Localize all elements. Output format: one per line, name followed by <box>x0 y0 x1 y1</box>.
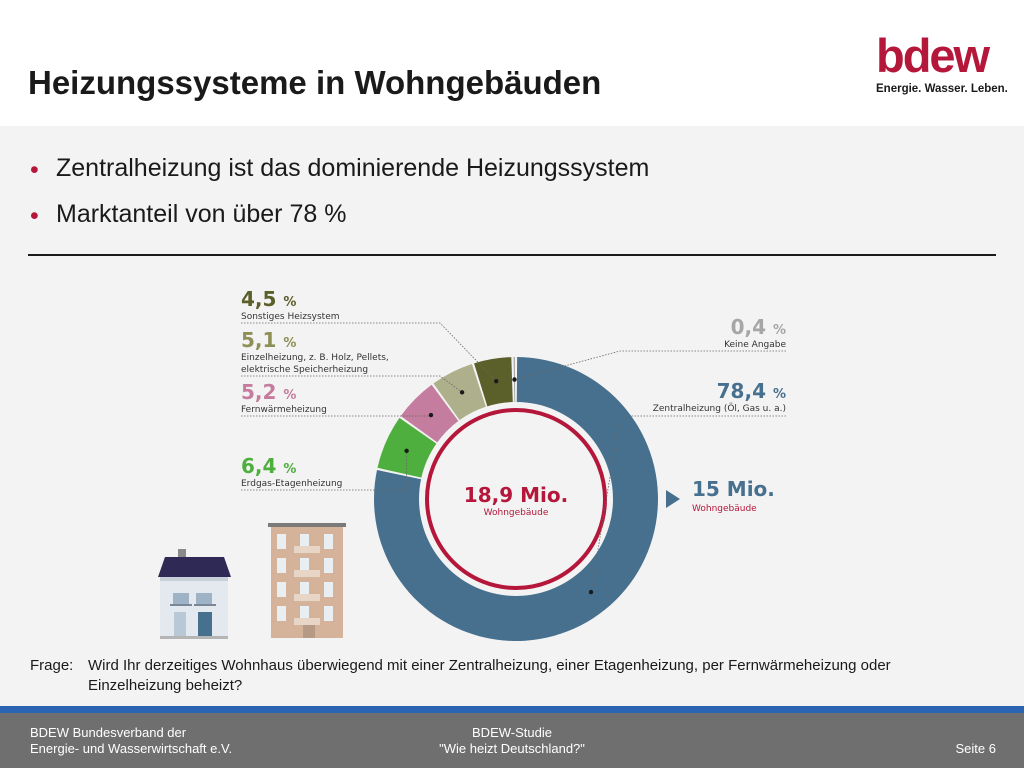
callout-value: 15 Mio. <box>692 477 775 501</box>
center-ring <box>425 408 607 590</box>
bullet-item: • Zentralheizung ist das dominierende He… <box>30 153 649 199</box>
slice-value: 6,4 <box>241 454 276 478</box>
divider <box>28 254 996 256</box>
leader-dot <box>428 412 434 418</box>
leader-lines <box>241 322 786 595</box>
footer-org-line: BDEW Bundesverband der <box>30 725 187 740</box>
slice-value: 4,5 <box>241 287 276 311</box>
bullet-text: Marktanteil von über 78 % <box>56 200 347 228</box>
callout-label: Wohngebäude <box>692 504 757 514</box>
slice-value: 5,2 <box>241 380 276 404</box>
footer-accent-bar <box>0 706 1024 713</box>
slice-label-line: elektrische Speicherheizung <box>241 365 368 375</box>
slice-label-keine-angabe: 0,4 % Keine Angabe <box>724 315 786 350</box>
leader-dot <box>588 589 594 595</box>
slice-unit: % <box>773 323 786 338</box>
svg-text:4,5 %: 4,5 % <box>241 287 296 311</box>
donut-slice <box>373 357 658 641</box>
footer-org-line: Energie- und Wasserwirtschaft e.V. <box>30 741 233 756</box>
svg-text:0,4 %: 0,4 % <box>731 315 786 339</box>
question-label: Frage: <box>30 657 74 674</box>
slice-unit: % <box>283 295 296 310</box>
donut-slices <box>373 357 658 641</box>
donut-chart: 18,9 Mio. Wohngebäude 15 Mio. Wohngebäud… <box>158 287 786 641</box>
slice-label: Erdgas-Etagenheizung <box>241 479 342 489</box>
slice-value: 78,4 <box>717 379 766 403</box>
bdew-logo: bdew Energie. Wasser. Leben. <box>876 29 1008 95</box>
center-label: Wohngebäude <box>484 508 549 518</box>
svg-text:78,4 %: 78,4 % <box>717 379 786 403</box>
slice-label: Fernwärmeheizung <box>241 405 327 415</box>
bullet-item: • Marktanteil von über 78 % <box>30 199 649 245</box>
slide-title: Heizungssysteme in Wohngebäuden <box>28 64 602 101</box>
bullet-list: • Zentralheizung ist das dominierende He… <box>30 153 649 245</box>
leader-line <box>241 375 463 393</box>
donut-slice <box>377 417 437 478</box>
footer-study-line: "Wie heizt Deutschland?" <box>439 741 585 756</box>
bullet-text: Zentralheizung ist das dominierende Heiz… <box>56 154 650 182</box>
footer-study-line: BDEW-Studie <box>472 725 552 740</box>
slice-label: Zentralheizung (Öl, Gas u. a.) <box>653 403 786 414</box>
footer-study: BDEW-Studie "Wie heizt Deutschland?" <box>412 725 612 757</box>
bullet-dot-icon: • <box>30 156 39 184</box>
leader-line <box>514 350 786 380</box>
bullet-dot-icon: • <box>30 202 39 230</box>
svg-text:5,2 %: 5,2 % <box>241 380 296 404</box>
leader-dot <box>493 378 499 384</box>
slice-unit: % <box>773 387 786 402</box>
slice-label-fernwaerme: 5,2 % Fernwärmeheizung <box>241 380 327 415</box>
slice-label: Sonstiges Heizsystem <box>241 312 340 322</box>
callout-arrow-icon <box>666 490 680 508</box>
slice-label-zentralheizung: 78,4 % Zentralheizung (Öl, Gas u. a.) <box>653 379 786 414</box>
svg-text:5,1 %: 5,1 % <box>241 328 296 352</box>
donut-slice <box>474 357 513 407</box>
logo-tagline: Energie. Wasser. Leben. <box>876 83 1008 95</box>
slice-unit: % <box>283 462 296 477</box>
slice-unit: % <box>283 388 296 403</box>
slide-header: Heizungssysteme in Wohngebäuden bdew Ene… <box>0 0 1024 126</box>
slice-label-etagenheizung: 6,4 % Erdgas-Etagenheizung <box>241 454 342 489</box>
logo-wordmark: bdew <box>876 29 990 82</box>
slice-value: 5,1 <box>241 328 276 352</box>
svg-text:6,4 %: 6,4 % <box>241 454 296 478</box>
survey-question: Frage: Wird Ihr derzeitiges Wohnhaus übe… <box>30 656 970 696</box>
slice-label-einzelheizung: 5,1 % Einzelheizung, z. B. Holz, Pellets… <box>241 328 389 375</box>
page-number: Seite 6 <box>955 741 996 756</box>
house-illustration <box>158 549 231 639</box>
footer-organization: BDEW Bundesverband der Energie- und Wass… <box>30 725 232 757</box>
leader-line <box>241 450 408 491</box>
leader-dot <box>404 448 409 454</box>
slice-value: 0,4 <box>731 315 766 339</box>
apartment-building-illustration <box>268 523 346 638</box>
center-value: 18,9 Mio. <box>464 483 568 507</box>
leader-line <box>241 322 497 382</box>
leader-dot <box>459 390 465 395</box>
donut-slice <box>433 364 486 421</box>
leader-line <box>590 415 786 593</box>
slice-label-sonstiges: 4,5 % Sonstiges Heizsystem <box>241 287 340 322</box>
slide-footer: BDEW Bundesverband der Energie- und Wass… <box>0 713 1024 768</box>
slice-unit: % <box>283 336 296 351</box>
leader-dot <box>512 377 517 382</box>
question-text: Wird Ihr derzeitiges Wohnhaus überwiegen… <box>88 657 891 694</box>
slice-label: Keine Angabe <box>724 340 786 350</box>
slice-label-line: Einzelheizung, z. B. Holz, Pellets, <box>241 353 389 363</box>
